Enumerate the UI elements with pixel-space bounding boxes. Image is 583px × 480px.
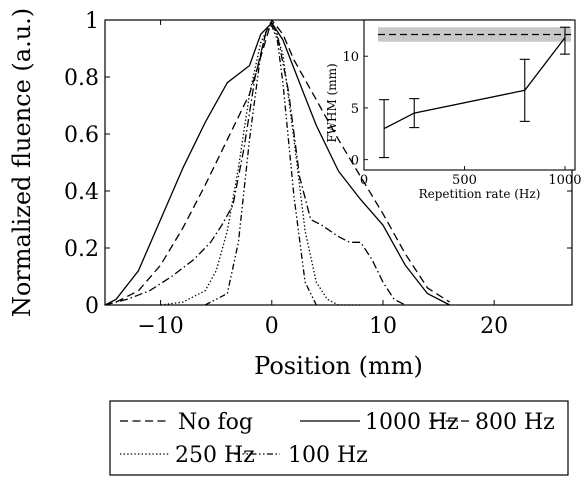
- error-bar: [559, 26, 570, 55]
- legend-item: No fog: [120, 410, 253, 435]
- inset-x-axis-title: Repetition rate (Hz): [419, 187, 541, 201]
- legend-item: 1000 Hz: [300, 410, 459, 435]
- x-tick-label: −10: [137, 314, 183, 339]
- y-axis-title: Normalized fluence (a.u.): [8, 8, 36, 317]
- series-line: [160, 19, 361, 306]
- series-line: [104, 22, 406, 306]
- x-axis-title: Position (mm): [254, 352, 423, 380]
- y-tick-label: 1: [85, 9, 99, 34]
- x-tick-label: 20: [480, 314, 508, 339]
- inset-x-tick-label: 1000: [548, 173, 581, 188]
- legend-box: [109, 400, 569, 476]
- main-series: [104, 19, 451, 306]
- legend-label: 800 Hz: [475, 410, 555, 435]
- inset-y-tick-label: 10: [342, 50, 359, 65]
- inset-chart: 0 500 1000 0 5 10 Repetition rate (Hz) FWHM (…: [325, 19, 581, 201]
- inset-background: [364, 20, 575, 170]
- y-tick-label: 0.2: [64, 237, 99, 262]
- legend: No fog 1000 Hz 800 Hz 250 Hz 100 Hz: [109, 400, 569, 476]
- inset-ticks: 0 500 1000 0 5 10: [342, 50, 581, 188]
- legend-item: 100 Hz: [234, 443, 368, 468]
- inset-y-axis-title: FWHM (mm): [325, 63, 339, 142]
- legend-label: 1000 Hz: [365, 410, 459, 435]
- x-tick-label: 10: [369, 314, 397, 339]
- y-tick-label: 0.4: [64, 180, 99, 205]
- inset-x-tick-label: 500: [452, 173, 477, 188]
- series-line: [204, 25, 317, 306]
- main-ticks: −10 0 10 20 0 0.2 0.4 0.6 0.8 1: [64, 9, 572, 339]
- x-tick-label: 0: [265, 314, 279, 339]
- y-tick-label: 0.6: [64, 123, 99, 148]
- error-bar: [519, 58, 530, 122]
- inset-y-tick-label: 5: [351, 102, 359, 117]
- reference-band: [378, 27, 571, 42]
- legend-label: 100 Hz: [288, 443, 368, 468]
- inset-x-tick-label: 0: [360, 173, 368, 188]
- legend-item: 250 Hz: [120, 443, 255, 468]
- legend-label: 250 Hz: [175, 443, 255, 468]
- error-bar: [379, 99, 390, 159]
- inset-plot-frame: [363, 19, 576, 171]
- inset-reference: [378, 27, 571, 42]
- legend-item: 800 Hz: [430, 410, 555, 435]
- y-tick-label: 0: [85, 294, 99, 319]
- error-bar: [409, 98, 420, 129]
- inset-y-tick-label: 0: [351, 154, 359, 169]
- series-line: [115, 19, 451, 303]
- inset-series: [379, 26, 570, 159]
- y-tick-label: 0.8: [64, 66, 99, 91]
- legend-label: No fog: [178, 410, 253, 435]
- inset-series-line: [383, 37, 566, 130]
- series-line: [104, 22, 450, 306]
